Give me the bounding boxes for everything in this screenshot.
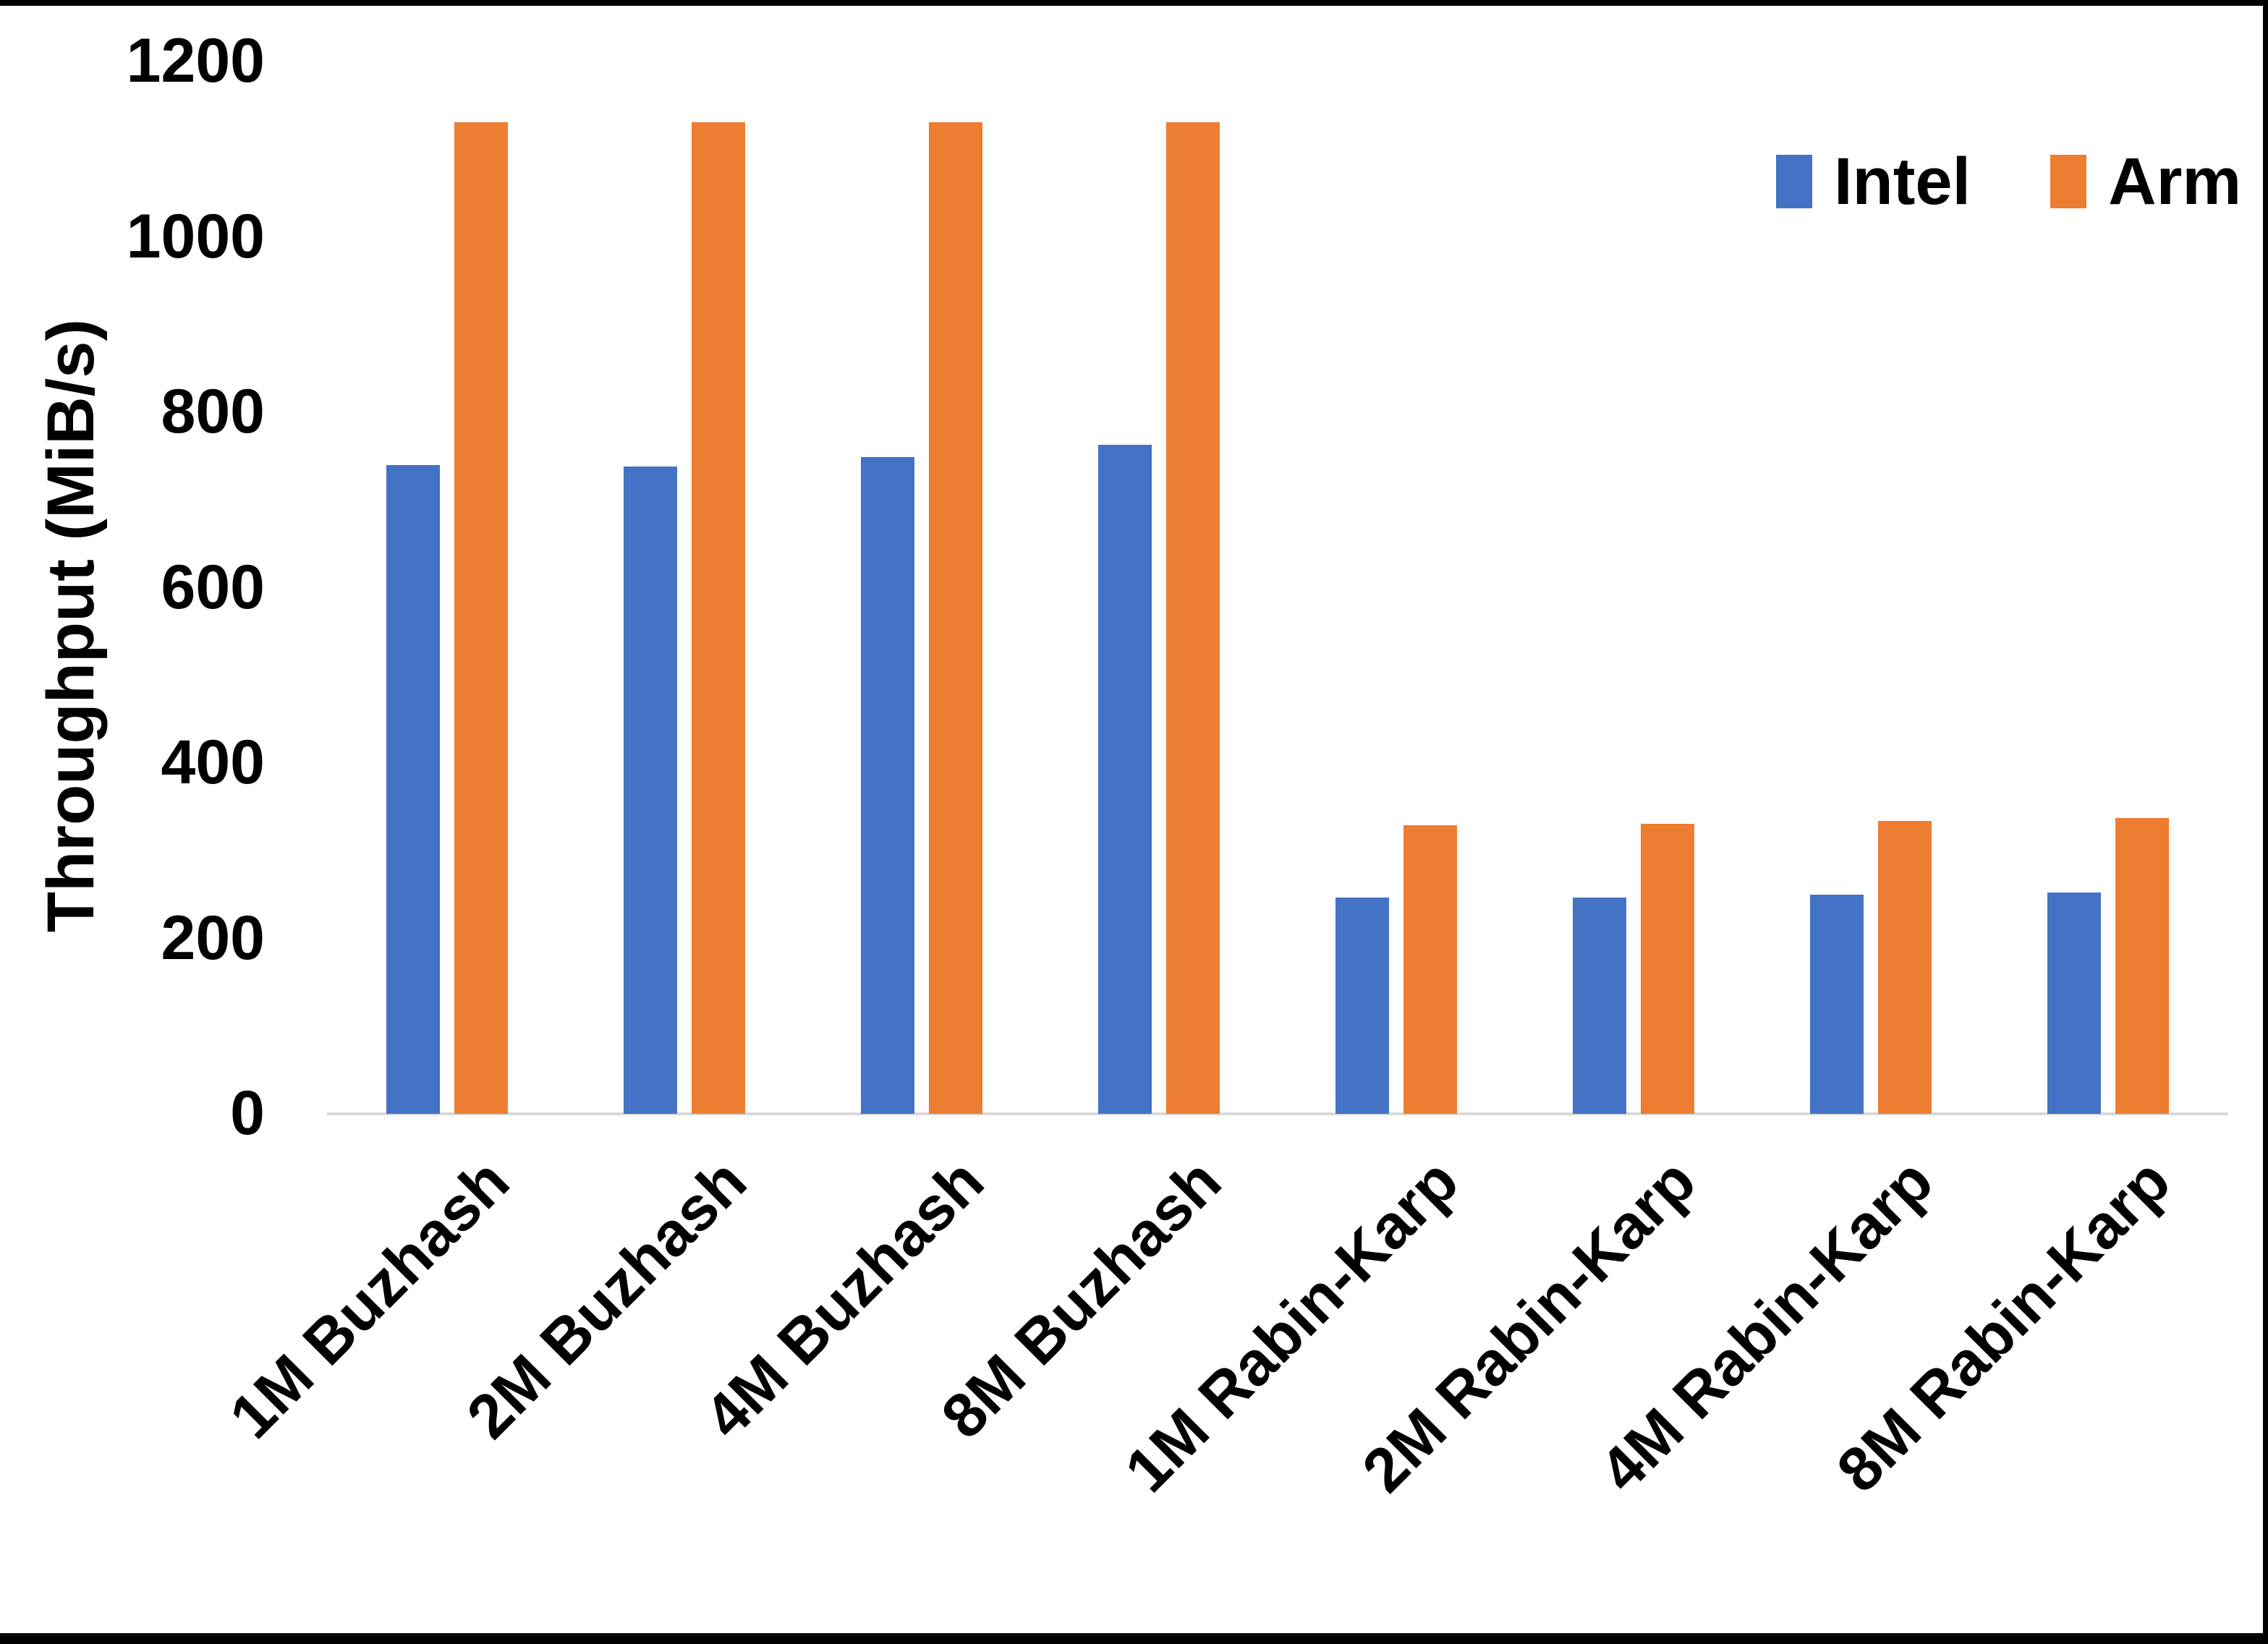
- bar-intel-8m-rabin-karp: [2047, 893, 2101, 1114]
- window-border-right: [2263, 0, 2268, 1644]
- bar-intel-1m-rabin-karp: [1335, 897, 1389, 1114]
- y-axis-title: Throughput (MiB/s): [34, 318, 108, 933]
- x-axis-line: [327, 1112, 2228, 1115]
- bar-intel-2m-rabin-karp: [1573, 897, 1626, 1114]
- bar-arm-2m-buzhash: [692, 122, 745, 1114]
- y-tick-label: 1200: [126, 26, 265, 95]
- y-tick-label: 0: [230, 1078, 265, 1148]
- bar-arm-8m-buzhash: [1166, 122, 1220, 1114]
- window-border-bottom: [0, 1633, 2268, 1644]
- y-tick-label: 800: [161, 377, 266, 446]
- y-tick-label: 400: [161, 728, 266, 797]
- legend-item-arm: Arm: [2050, 148, 2241, 215]
- legend: Intel Arm: [1776, 148, 2241, 215]
- legend-marker-arm-icon: [2050, 155, 2087, 208]
- legend-item-intel: Intel: [1776, 148, 1971, 215]
- legend-label-arm: Arm: [2108, 145, 2242, 218]
- legend-label-intel: Intel: [1834, 145, 1971, 218]
- y-tick-label: 1000: [126, 201, 265, 271]
- window-border-top: [0, 0, 2268, 6]
- bar-intel-8m-buzhash: [1098, 444, 1152, 1114]
- legend-marker-intel-icon: [1776, 155, 1812, 208]
- bar-intel-2m-buzhash: [624, 467, 677, 1114]
- bar-arm-1m-buzhash: [454, 122, 508, 1114]
- y-tick-label: 200: [161, 903, 266, 973]
- bar-arm-2m-rabin-karp: [1641, 823, 1694, 1114]
- y-tick-label: 600: [161, 552, 266, 622]
- bar-intel-4m-rabin-karp: [1810, 894, 1864, 1114]
- bar-arm-4m-rabin-karp: [1878, 821, 1932, 1114]
- bar-arm-4m-buzhash: [929, 122, 982, 1114]
- bar-arm-8m-rabin-karp: [2115, 818, 2169, 1114]
- bar-intel-4m-buzhash: [861, 456, 914, 1114]
- bar-arm-1m-rabin-karp: [1403, 825, 1457, 1114]
- bar-intel-1m-buzhash: [386, 464, 440, 1114]
